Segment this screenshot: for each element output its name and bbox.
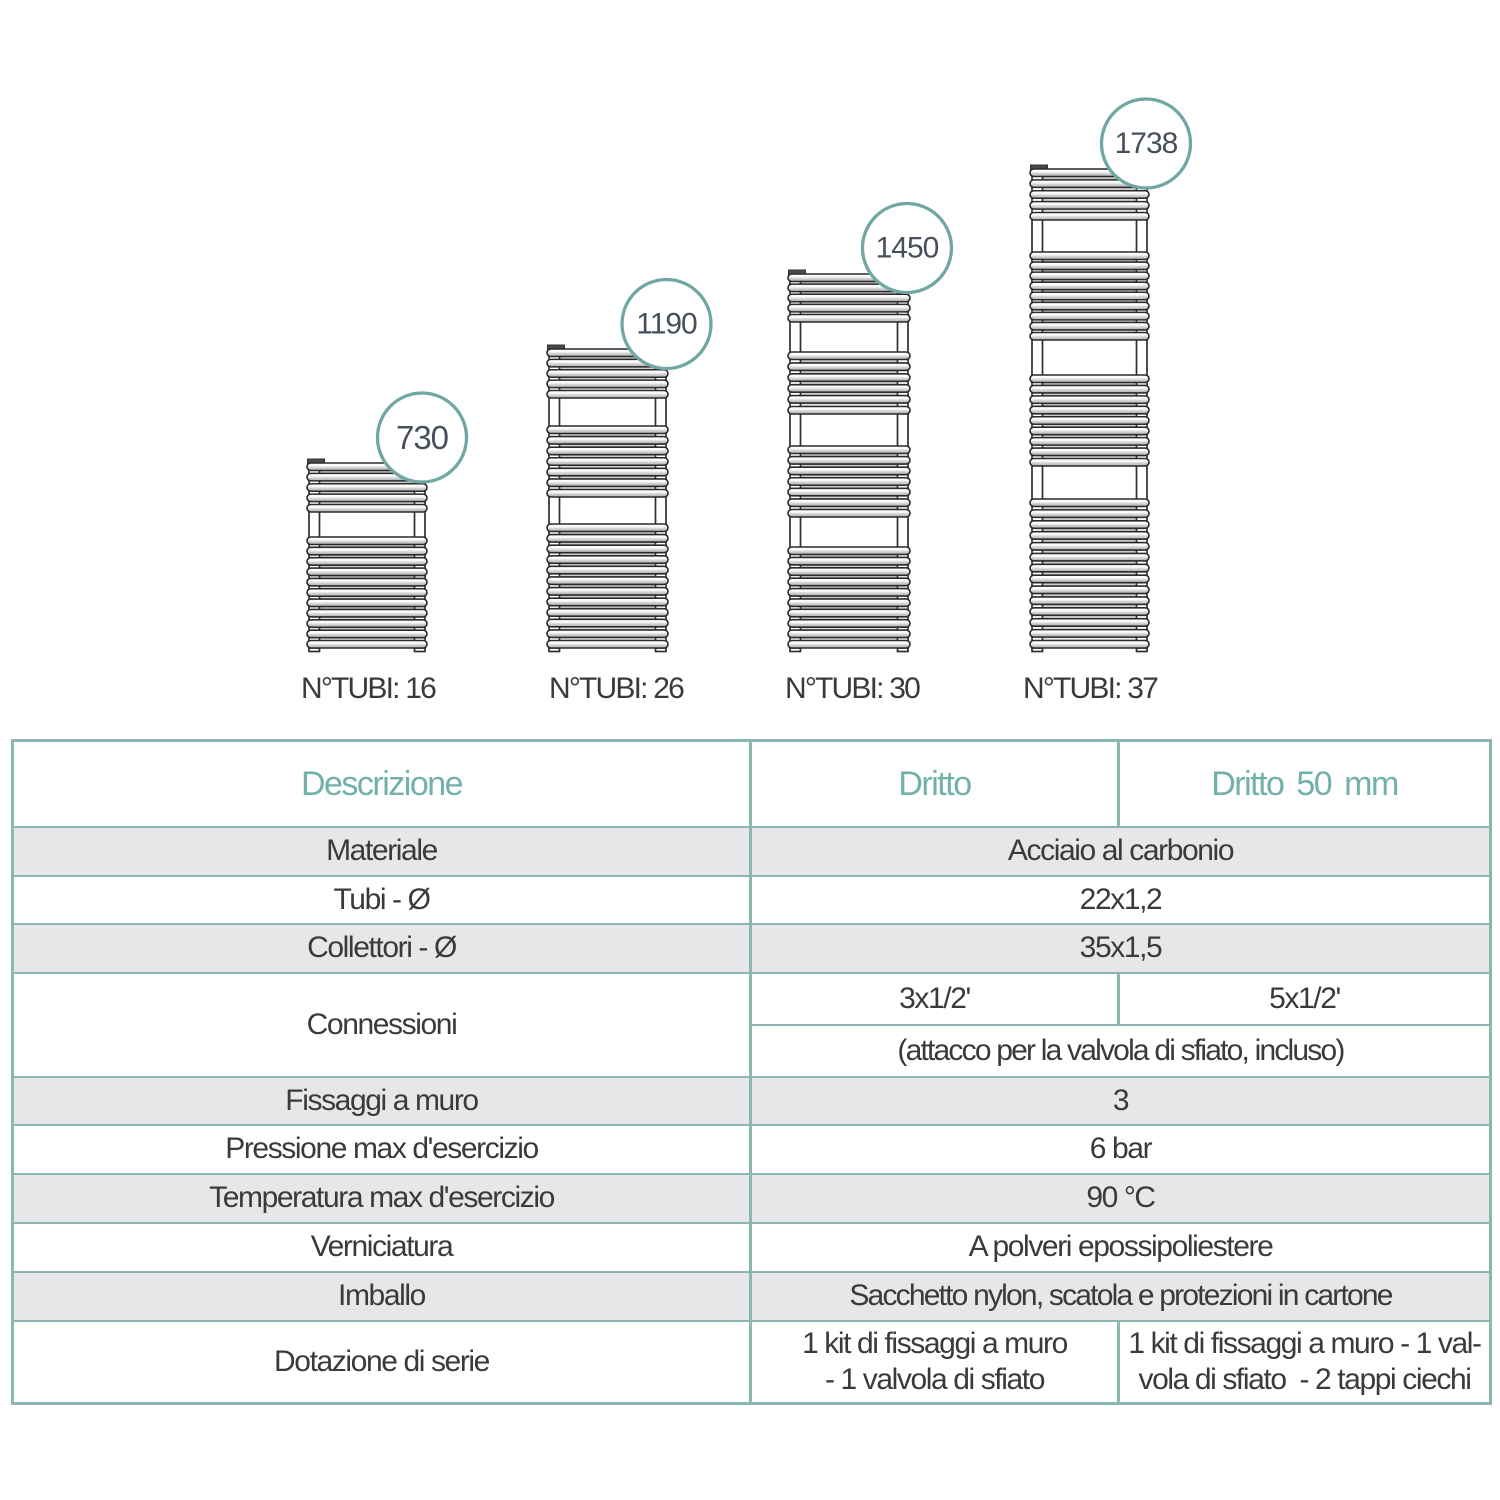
svg-text:1190: 1190 bbox=[636, 308, 697, 341]
svg-text:1738: 1738 bbox=[1115, 127, 1178, 160]
svg-text:N°TUBI: 37: N°TUBI: 37 bbox=[1023, 672, 1158, 705]
svg-text:N°TUBI: 26: N°TUBI: 26 bbox=[549, 672, 684, 705]
svg-text:1450: 1450 bbox=[876, 232, 939, 265]
svg-text:N°TUBI: 30: N°TUBI: 30 bbox=[785, 672, 920, 705]
svg-text:N°TUBI: 16: N°TUBI: 16 bbox=[301, 672, 436, 705]
svg-text:730: 730 bbox=[396, 419, 449, 456]
